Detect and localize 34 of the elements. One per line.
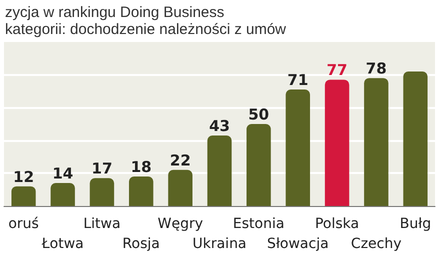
x-tick-label: Czechy (350, 236, 402, 252)
bar (246, 124, 271, 206)
bar (11, 186, 36, 206)
bar (128, 176, 154, 206)
data-label: 43 (209, 116, 230, 135)
data-label: 77 (326, 61, 348, 80)
x-tick-label: Bułg (400, 216, 432, 232)
bar (90, 178, 114, 206)
data-label: 78 (366, 60, 387, 78)
bar (207, 135, 232, 206)
x-tick-label: Polska (314, 216, 360, 232)
data-label: 22 (170, 151, 191, 170)
x-tick-label: Łotwa (40, 236, 84, 252)
bar (324, 80, 350, 206)
x-tick-label: Litwa (83, 216, 121, 232)
bar (403, 72, 428, 206)
data-label: 14 (52, 164, 74, 183)
data-label: 71 (287, 71, 308, 90)
data-label: 50 (248, 106, 270, 124)
x-tick-label: Ukraina (192, 236, 247, 252)
x-tick-label: Węgry (158, 216, 204, 232)
x-tick-label: oruś (8, 216, 39, 232)
data-label: 17 (92, 160, 112, 178)
x-tick-label: Słowacja (267, 236, 329, 252)
x-tick-label: Estonia (232, 216, 284, 232)
data-label: 12 (13, 168, 34, 186)
data-label: 18 (130, 158, 152, 176)
bar (286, 90, 310, 206)
x-tick-label: Rosja (122, 236, 160, 252)
chart-title: zycja w rankingu Doing Business (5, 4, 224, 21)
bar (50, 183, 75, 206)
bar (168, 170, 192, 206)
bar (364, 78, 388, 206)
chart-subtitle: kategorii: dochodzenie należności z umów (5, 21, 286, 38)
